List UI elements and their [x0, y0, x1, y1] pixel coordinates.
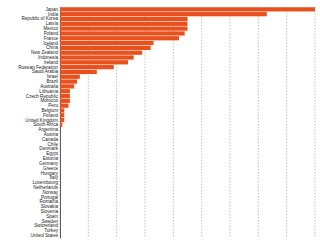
grid-line — [201, 7, 202, 238]
bar — [60, 7, 315, 11]
bar-group — [60, 7, 315, 127]
bar — [60, 161, 61, 165]
bar — [60, 142, 61, 146]
bar — [60, 46, 151, 50]
bars — [60, 7, 315, 127]
bar — [60, 152, 61, 156]
bar — [60, 123, 62, 127]
bar — [60, 224, 61, 228]
bar — [60, 195, 61, 199]
bar — [60, 234, 61, 238]
bar — [60, 41, 154, 45]
bar — [60, 89, 70, 93]
bar — [60, 200, 61, 204]
bar — [60, 118, 64, 122]
bar — [60, 219, 61, 223]
bar — [60, 113, 64, 117]
bar — [60, 108, 64, 112]
bar — [60, 166, 61, 170]
bar — [60, 26, 188, 30]
bar — [60, 70, 97, 74]
bar — [60, 156, 61, 160]
bar — [60, 176, 61, 180]
bar — [60, 181, 61, 185]
grid-line — [286, 7, 287, 238]
bar — [60, 12, 267, 16]
bar — [60, 128, 61, 132]
bar — [60, 185, 61, 189]
bar — [60, 17, 188, 21]
bar — [60, 65, 114, 69]
bar — [60, 137, 61, 141]
bar — [60, 60, 128, 64]
bar — [60, 229, 61, 233]
bar — [60, 55, 134, 59]
bar-layer — [60, 7, 315, 127]
bar — [60, 214, 61, 218]
bar — [60, 132, 61, 136]
bar — [60, 99, 70, 103]
bar — [60, 94, 70, 98]
grid-line — [230, 7, 231, 238]
bar — [60, 51, 142, 55]
bar — [60, 75, 80, 79]
category-label: United States — [30, 233, 58, 238]
bar — [60, 205, 61, 209]
y-axis: JapanIndiaRepublic of KoreaLatviaMexicoP… — [18, 7, 60, 239]
bar — [60, 171, 61, 175]
grid-line — [315, 7, 316, 238]
grid — [60, 7, 315, 238]
bar — [60, 22, 188, 26]
bar — [60, 84, 74, 88]
bar — [60, 36, 179, 40]
bar — [60, 31, 185, 35]
bar — [60, 190, 61, 194]
grid-line — [258, 7, 259, 238]
chart: JapanIndiaRepublic of KoreaLatviaMexicoP… — [0, 0, 320, 240]
grid-line — [173, 7, 174, 238]
plot: JapanIndiaRepublic of KoreaLatviaMexicoP… — [18, 7, 315, 239]
tick: United States — [30, 233, 60, 238]
bar — [60, 104, 69, 108]
bar — [60, 209, 61, 213]
bar — [60, 147, 61, 151]
bar — [60, 79, 77, 83]
